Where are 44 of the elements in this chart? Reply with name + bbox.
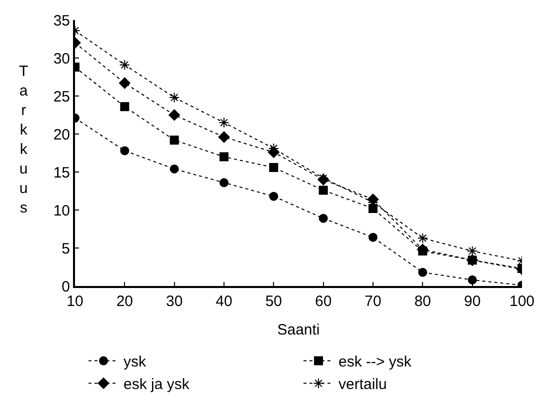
y-tick-label: 30 [53, 50, 70, 68]
point [318, 186, 328, 195]
x-tick-label: 20 [116, 293, 134, 310]
point [218, 131, 230, 143]
point [368, 232, 378, 242]
point [170, 136, 179, 145]
y-tick-label: 20 [53, 126, 70, 144]
x-tick-label: 60 [314, 293, 332, 310]
point [318, 214, 328, 223]
point [119, 60, 130, 70]
x-tick-label: 30 [166, 293, 183, 310]
y-tick-label: 35 [53, 12, 70, 30]
y-tick-label: 0 [62, 278, 70, 296]
point [468, 275, 477, 284]
x-tick-label: 80 [414, 293, 432, 310]
point [170, 164, 179, 174]
y-axis-title: Tarkkuus [19, 63, 28, 216]
x-tick-label: 100 [509, 293, 535, 310]
x-tick-label: 40 [216, 293, 232, 310]
y-tick-label: 5 [62, 240, 70, 258]
y-tick-label: 10 [53, 202, 70, 220]
y-tick-label: 25 [53, 88, 70, 106]
point [218, 117, 230, 128]
point [418, 268, 428, 277]
x-tick-label: 50 [265, 293, 282, 310]
legend-label: ysk [124, 354, 146, 371]
point [269, 192, 278, 201]
legend-label: vertailu [338, 376, 387, 394]
point [169, 92, 180, 103]
point [467, 246, 478, 256]
point [220, 178, 228, 188]
legend-label: esk --> ysk [338, 354, 412, 371]
point [220, 152, 228, 162]
point [168, 109, 180, 121]
x-tick-label: 70 [364, 293, 382, 310]
point [120, 146, 130, 156]
point [417, 232, 428, 244]
x-axis-title: Saanti [277, 322, 320, 338]
x-tick-label: 90 [464, 293, 481, 310]
y-tick-label: 15 [53, 164, 70, 182]
point [118, 77, 130, 89]
point [269, 162, 278, 172]
point [120, 102, 130, 112]
legend-label: esk ja ysk [124, 376, 190, 394]
